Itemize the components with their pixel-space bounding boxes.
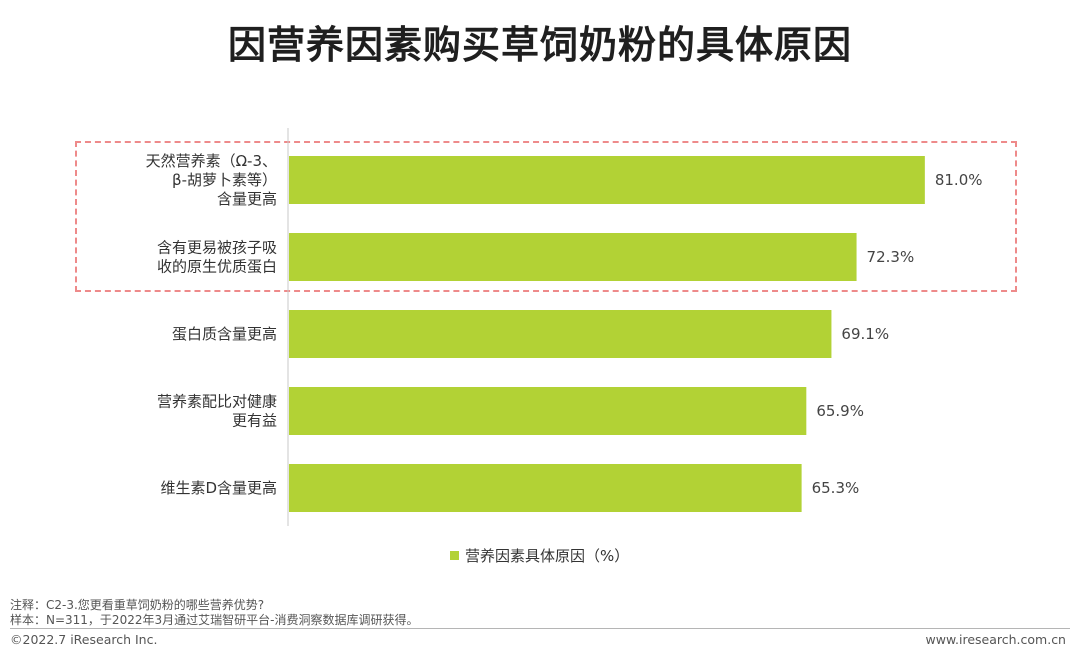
category-label-3: 营养素配比对健康更有益 [157,393,277,430]
category-label-0: 天然营养素（Ω-3、 β-胡萝卜素等）含量更高 [146,152,277,208]
bar-2 [289,310,832,358]
legend-label: 营养因素具体原因（%） [465,547,630,565]
value-label-3: 65.9% [816,402,864,420]
bar-4 [289,464,802,512]
value-label-0: 81.0% [935,171,983,189]
value-label-1: 72.3% [867,248,915,266]
footer-copyright: ©2022.7 iResearch Inc. [10,632,158,647]
highlight-box [75,141,1017,292]
note-sample: 样本：N=311，于2022年3月通过艾瑞智研平台-消费洞察数据库调研获得。 [10,613,419,627]
legend: 营养因素具体原因（%） [450,545,629,566]
bar-1 [289,233,857,281]
category-label-2: 蛋白质含量更高 [172,325,277,343]
value-label-4: 65.3% [812,479,860,497]
legend-swatch [450,551,459,560]
note-question: 注释：C2-3.您更看重草饲奶粉的哪些营养优势? [10,598,265,612]
footer-website[interactable]: www.iresearch.com.cn [925,632,1067,647]
chart-title: 因营养因素购买草饲奶粉的具体原因 [227,23,852,67]
bar-0 [289,156,925,204]
notes: 注释：C2-3.您更看重草饲奶粉的哪些营养优势? 样本：N=311，于2022年… [10,598,418,628]
value-label-2: 69.1% [841,325,889,343]
category-label-1: 含有更易被孩子吸收的原生优质蛋白 [157,239,277,276]
bar-3 [289,387,807,435]
footer-divider [10,628,1070,629]
category-label-4: 维生素D含量更高 [160,479,277,497]
